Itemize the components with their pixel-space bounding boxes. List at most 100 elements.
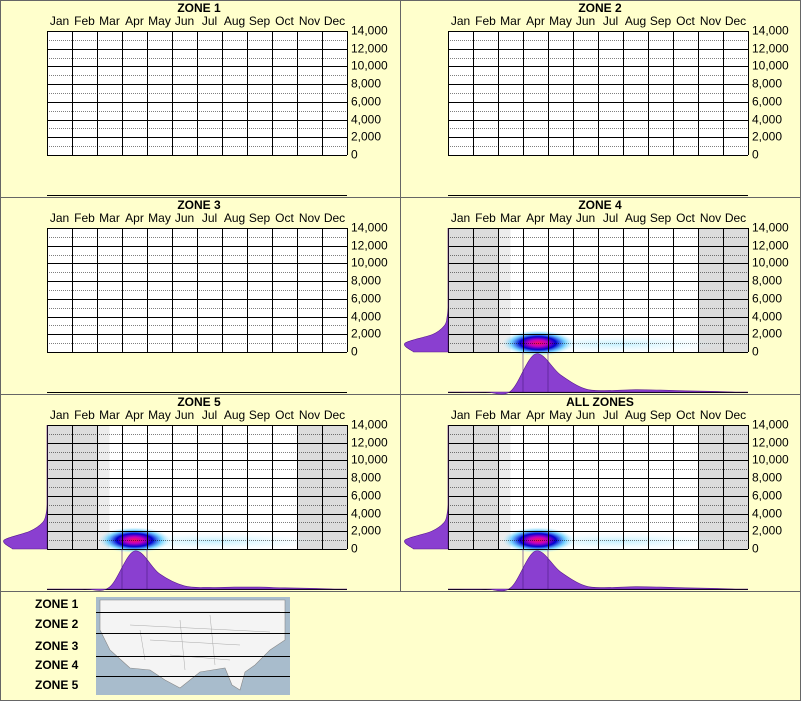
y-tick-label: 6,000 — [351, 292, 381, 306]
x-tick-label: Sep — [650, 14, 672, 28]
y-tick-label: 8,000 — [752, 77, 782, 91]
hotspot — [502, 330, 574, 357]
x-tick-label: Jul — [202, 408, 217, 422]
y-tick-label: 6,000 — [351, 95, 381, 109]
x-tick-label: May — [148, 211, 171, 225]
x-tick-label: Feb — [475, 14, 496, 28]
x-tick-label: Oct — [275, 211, 294, 225]
y-tick-label: 6,000 — [752, 95, 782, 109]
y-tick-label: 4,000 — [752, 113, 782, 127]
y-tick-label: 12,000 — [351, 42, 388, 56]
y-tick-label: 10,000 — [351, 59, 388, 73]
x-tick-label: Sep — [650, 211, 672, 225]
y-tick-label: 14,000 — [351, 418, 388, 432]
y-tick-label: 2,000 — [351, 524, 381, 538]
x-tick-label: Aug — [224, 14, 245, 28]
y-tick-label: 8,000 — [752, 471, 782, 485]
x-tick-label: Oct — [676, 408, 695, 422]
x-tick-label: Feb — [475, 211, 496, 225]
y-tick-label: 6,000 — [752, 489, 782, 503]
x-tick-label: Apr — [125, 211, 144, 225]
y-tick-label: 8,000 — [351, 274, 381, 288]
y-tick-label: 0 — [351, 345, 358, 359]
y-tick-label: 0 — [752, 542, 759, 556]
y-tick-label: 0 — [752, 345, 759, 359]
x-tick-label: Feb — [74, 408, 95, 422]
y-tick-label: 0 — [351, 542, 358, 556]
x-tick-label: Jan — [50, 14, 69, 28]
x-tick-label: Jul — [603, 408, 618, 422]
x-tick-label: Nov — [299, 14, 320, 28]
x-tick-label: Nov — [700, 408, 721, 422]
y-tick-label: 8,000 — [351, 77, 381, 91]
x-tick-label: Jun — [576, 14, 595, 28]
y-tick-label: 12,000 — [351, 239, 388, 253]
zone-label: ZONE 5 — [35, 678, 79, 692]
shade — [498, 425, 511, 549]
x-tick-label: Apr — [125, 14, 144, 28]
y-tick-label: 2,000 — [752, 327, 782, 341]
x-tick-label: May — [549, 14, 572, 28]
y-tick-label: 4,000 — [752, 507, 782, 521]
panel: ZONE 5 0 2,000 4,000 6,000 8,000 10,000 12,000 1… — [3, 395, 388, 591]
x-tick-label: Dec — [324, 14, 345, 28]
panel-title: ZONE 2 — [578, 1, 622, 15]
panel: ZONE 3 0 2,000 4,000 6,000 8,000 10,000 12,000 1… — [47, 198, 388, 393]
x-tick-label: Feb — [74, 211, 95, 225]
panel-title: ZONE 5 — [177, 395, 221, 409]
zone-label: ZONE 4 — [35, 658, 79, 672]
y-tick-label: 4,000 — [351, 113, 381, 127]
x-tick-label: Apr — [125, 408, 144, 422]
x-tick-label: Jan — [50, 408, 69, 422]
x-tick-label: Sep — [249, 408, 271, 422]
y-tick-label: 2,000 — [351, 327, 381, 341]
panel: ZONE 1 0 2,000 4,000 6,000 8,000 10,000 12,000 1… — [47, 1, 388, 196]
x-tick-label: Oct — [676, 14, 695, 28]
zone-label: ZONE 1 — [35, 597, 79, 611]
y-tick-label: 2,000 — [752, 524, 782, 538]
panel-title: ZONE 4 — [578, 198, 622, 212]
x-tick-label: Mar — [99, 14, 120, 28]
x-tick-label: Oct — [275, 408, 294, 422]
y-tick-label: 4,000 — [351, 310, 381, 324]
x-tick-label: Feb — [74, 14, 95, 28]
x-tick-label: Sep — [650, 408, 672, 422]
x-tick-label: Jun — [576, 211, 595, 225]
x-tick-label: Jun — [576, 408, 595, 422]
x-tick-label: Aug — [625, 211, 646, 225]
panel-title: ALL ZONES — [566, 395, 634, 409]
x-tick-label: Aug — [625, 408, 646, 422]
x-tick-label: Jun — [175, 211, 194, 225]
x-tick-label: Jan — [451, 211, 470, 225]
hotspot — [502, 527, 574, 554]
x-tick-label: Jul — [202, 211, 217, 225]
elevation-density — [3, 425, 48, 550]
y-tick-label: 2,000 — [351, 130, 381, 144]
shade — [97, 425, 110, 549]
x-tick-label: Jan — [50, 211, 69, 225]
x-tick-label: May — [549, 211, 572, 225]
x-tick-label: Sep — [249, 211, 271, 225]
x-tick-label: Jul — [603, 211, 618, 225]
y-tick-label: 14,000 — [752, 24, 789, 38]
x-tick-label: Jul — [202, 14, 217, 28]
x-tick-label: Nov — [700, 14, 721, 28]
y-tick-label: 6,000 — [752, 292, 782, 306]
panel: ALL ZONES 0 2,000 4,000 6,000 8,000 10,000 12,0… — [404, 395, 789, 592]
map — [96, 597, 290, 695]
y-tick-label: 12,000 — [752, 42, 789, 56]
x-tick-label: Mar — [99, 408, 120, 422]
y-tick-label: 0 — [351, 148, 358, 162]
x-tick-label: Apr — [526, 408, 545, 422]
x-tick-label: Apr — [526, 211, 545, 225]
y-tick-label: 10,000 — [752, 59, 789, 73]
x-tick-label: Jan — [451, 14, 470, 28]
x-tick-label: Mar — [500, 408, 521, 422]
y-tick-label: 4,000 — [752, 310, 782, 324]
y-tick-label: 8,000 — [752, 274, 782, 288]
x-tick-label: Nov — [299, 408, 320, 422]
x-tick-label: Apr — [526, 14, 545, 28]
y-tick-label: 10,000 — [752, 453, 789, 467]
